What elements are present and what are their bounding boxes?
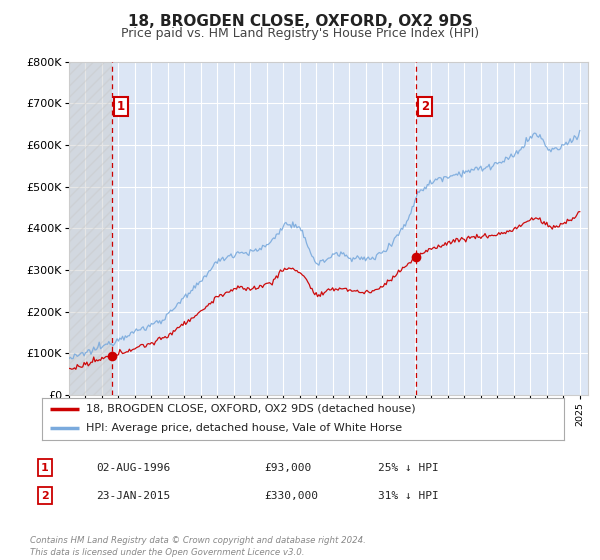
Bar [69,62,112,395]
Text: 25% ↓ HPI: 25% ↓ HPI [378,463,439,473]
Text: 1: 1 [41,463,49,473]
Text: Price paid vs. HM Land Registry's House Price Index (HPI): Price paid vs. HM Land Registry's House … [121,27,479,40]
Text: 2: 2 [421,100,429,113]
Text: 02-AUG-1996: 02-AUG-1996 [96,463,170,473]
Text: Contains HM Land Registry data © Crown copyright and database right 2024.
This d: Contains HM Land Registry data © Crown c… [30,536,366,557]
Text: £330,000: £330,000 [264,491,318,501]
Text: 31% ↓ HPI: 31% ↓ HPI [378,491,439,501]
Text: 23-JAN-2015: 23-JAN-2015 [96,491,170,501]
Text: 18, BROGDEN CLOSE, OXFORD, OX2 9DS: 18, BROGDEN CLOSE, OXFORD, OX2 9DS [128,14,472,29]
Text: 18, BROGDEN CLOSE, OXFORD, OX2 9DS (detached house): 18, BROGDEN CLOSE, OXFORD, OX2 9DS (deta… [86,404,416,414]
Text: 2: 2 [41,491,49,501]
Text: £93,000: £93,000 [264,463,311,473]
Text: HPI: Average price, detached house, Vale of White Horse: HPI: Average price, detached house, Vale… [86,423,403,433]
Text: 1: 1 [116,100,125,113]
